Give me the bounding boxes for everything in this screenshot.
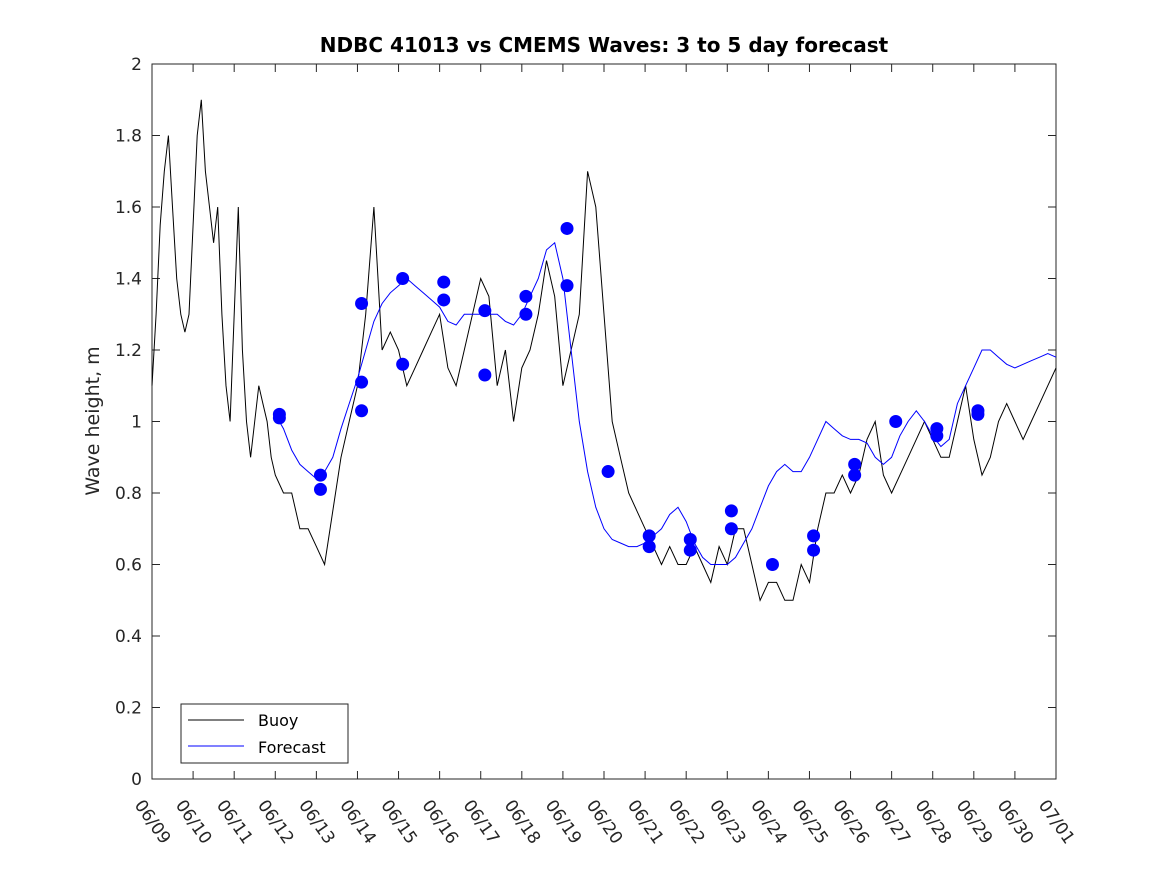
forecast-marker — [765, 558, 779, 571]
x-tick-label: 06/13 — [294, 796, 338, 848]
forecast-marker — [724, 504, 738, 518]
y-tick-label: 1.4 — [115, 270, 142, 290]
forecast-marker — [724, 522, 738, 536]
x-tick-label: 06/30 — [993, 796, 1037, 848]
x-tick-label: 06/19 — [541, 796, 585, 848]
x-tick-label: 07/01 — [1034, 796, 1078, 848]
forecast-marker — [807, 529, 821, 543]
x-tick-label: 06/24 — [746, 796, 790, 848]
y-tick-label: 0 — [131, 770, 142, 790]
x-tick-label: 06/10 — [171, 796, 215, 848]
forecast-marker — [478, 368, 492, 382]
chart-title: NDBC 41013 vs CMEMS Waves: 3 to 5 day fo… — [320, 33, 889, 57]
series-line-buoy — [151, 99, 1057, 602]
forecast-marker — [313, 482, 327, 496]
x-tick-label: 06/18 — [500, 796, 544, 848]
x-tick-label: 06/14 — [335, 796, 379, 848]
forecast-marker — [642, 540, 656, 554]
x-tick-label: 06/16 — [418, 796, 462, 848]
forecast-marker — [396, 357, 410, 371]
x-tick-label: 06/29 — [952, 796, 996, 848]
x-tick-label: 06/26 — [828, 796, 872, 848]
forecast-marker — [478, 304, 492, 318]
forecast-marker — [560, 279, 574, 293]
forecast-marker — [848, 457, 862, 471]
forecast-marker — [519, 307, 533, 321]
x-tick-label: 06/11 — [212, 796, 256, 848]
forecast-marker — [313, 468, 327, 482]
x-tick-label: 06/23 — [705, 796, 749, 848]
forecast-marker — [272, 411, 286, 425]
y-tick-label: 0.6 — [115, 556, 142, 576]
forecast-marker — [519, 289, 533, 303]
forecast-marker — [683, 532, 697, 546]
x-tick-label: 06/27 — [870, 796, 914, 848]
x-tick-label: 06/12 — [253, 796, 297, 848]
x-tick-label: 06/28 — [911, 796, 955, 848]
x-tick-label: 06/21 — [623, 796, 667, 848]
y-tick-label: 1.6 — [115, 198, 142, 218]
forecast-marker — [355, 297, 369, 311]
forecast-marker — [396, 272, 410, 285]
legend-buoy-label: Buoy — [258, 711, 298, 730]
legend-forecast-label: Forecast — [258, 738, 326, 757]
y-axis-label: Wave height, m — [82, 346, 104, 495]
forecast-marker — [355, 375, 369, 389]
x-tick-label: 06/22 — [664, 796, 708, 848]
x-tick-labels: 06/0906/1006/1106/1206/1306/1406/1506/16… — [130, 796, 1078, 848]
y-tick-label: 0.4 — [115, 627, 142, 647]
x-tick-label: 06/09 — [130, 796, 174, 848]
y-tick-label: 0.2 — [115, 699, 142, 719]
forecast-marker — [683, 543, 697, 557]
x-tick-label: 06/25 — [787, 796, 831, 848]
forecast-markers — [272, 221, 985, 571]
forecast-marker — [807, 543, 821, 557]
legend: Buoy Forecast — [180, 703, 349, 764]
y-tick-label: 1.2 — [115, 341, 142, 361]
axis-ticks — [151, 63, 1057, 780]
y-tick-label: 0.8 — [115, 484, 142, 504]
forecast-marker — [355, 404, 369, 418]
x-tick-label: 06/20 — [582, 796, 626, 848]
legend-box — [180, 703, 349, 764]
y-tick-labels: 0 0.2 0.4 0.6 0.8 1 1.2 1.4 1.6 1.8 2 — [115, 55, 142, 790]
forecast-marker — [601, 465, 615, 479]
forecast-marker — [889, 415, 903, 428]
forecast-marker — [642, 529, 656, 543]
forecast-marker — [437, 293, 451, 307]
forecast-marker — [560, 221, 574, 235]
forecast-marker — [930, 429, 944, 443]
x-tick-label: 06/17 — [459, 796, 503, 848]
y-tick-label: 1 — [131, 413, 142, 433]
forecast-marker — [971, 407, 985, 421]
forecast-marker — [437, 275, 451, 289]
plot-area — [151, 63, 1057, 780]
forecast-marker — [848, 468, 862, 482]
y-tick-label: 1.8 — [115, 127, 142, 147]
y-tick-label: 2 — [131, 55, 142, 75]
x-tick-label: 06/15 — [376, 796, 420, 848]
